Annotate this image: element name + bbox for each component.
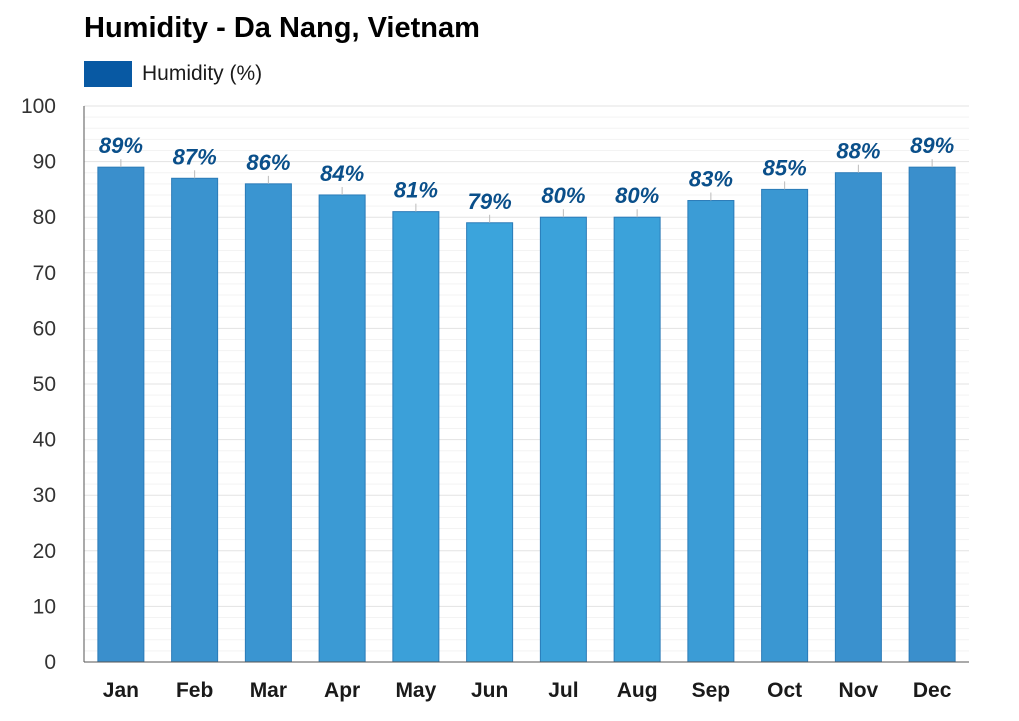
y-tick-label: 90 — [33, 151, 56, 174]
x-tick-label-mar: Mar — [250, 679, 287, 702]
y-tick-label: 80 — [33, 206, 56, 229]
legend: Humidity (%) — [84, 61, 262, 87]
y-tick-label: 10 — [33, 595, 56, 618]
data-label-jan: 89% — [99, 133, 143, 158]
y-tick-label: 60 — [33, 317, 56, 340]
bar-mar — [244, 183, 292, 663]
y-tick-label: 40 — [33, 429, 56, 452]
y-tick-label: 20 — [33, 540, 56, 563]
data-label-apr: 84% — [320, 161, 364, 186]
x-tick-label-dec: Dec — [913, 679, 952, 702]
data-label-jul: 80% — [541, 183, 585, 208]
y-tick-label: 30 — [33, 484, 56, 507]
legend-label: Humidity (%) — [142, 62, 263, 85]
bar-aug — [613, 216, 661, 663]
x-tick-label-jul: Jul — [548, 679, 578, 702]
bar-apr — [318, 194, 366, 663]
data-label-aug: 80% — [615, 183, 659, 208]
y-tick-label: 100 — [21, 95, 56, 118]
bar-may — [392, 211, 440, 663]
axis-layer: 0 10 20 30 40 50 60 70 80 90 100 — [21, 95, 969, 674]
bar-nov — [834, 172, 882, 663]
bar-feb — [171, 177, 219, 663]
grid-layer — [84, 105, 969, 652]
x-tick-label-aug: Aug — [617, 679, 658, 702]
bar-sep — [687, 200, 735, 663]
x-tick-label-nov: Nov — [839, 679, 879, 702]
bars-layer — [97, 159, 956, 663]
bar-jun — [466, 222, 514, 663]
x-tick-label-oct: Oct — [767, 679, 802, 702]
labels-layer: 89% Jan 87% Feb 86% Mar 84% Apr 81% May 79% Jun 80% J… — [99, 133, 954, 702]
data-label-mar: 86% — [246, 150, 290, 175]
data-label-jun: 79% — [468, 189, 512, 214]
data-label-nov: 88% — [836, 139, 880, 164]
bar-oct — [761, 188, 809, 663]
data-label-dec: 89% — [910, 133, 954, 158]
data-label-may: 81% — [394, 178, 438, 203]
chart-title: Humidity - Da Nang, Vietnam — [84, 12, 480, 44]
x-tick-label-apr: Apr — [324, 679, 360, 702]
data-label-sep: 83% — [689, 167, 733, 192]
x-tick-label-jun: Jun — [471, 679, 508, 702]
x-tick-label-jan: Jan — [103, 679, 139, 702]
y-tick-label: 50 — [33, 373, 56, 396]
bar-dec — [908, 166, 956, 663]
y-tick-label: 0 — [44, 651, 56, 674]
data-label-oct: 85% — [763, 155, 807, 180]
legend-swatch — [84, 61, 132, 87]
x-tick-label-feb: Feb — [176, 679, 213, 702]
bar-jul — [539, 216, 587, 663]
x-tick-label-sep: Sep — [692, 679, 731, 702]
bar-jan — [97, 166, 145, 663]
data-label-feb: 87% — [173, 144, 217, 169]
x-tick-label-may: May — [395, 679, 436, 702]
y-tick-label: 70 — [33, 262, 56, 285]
